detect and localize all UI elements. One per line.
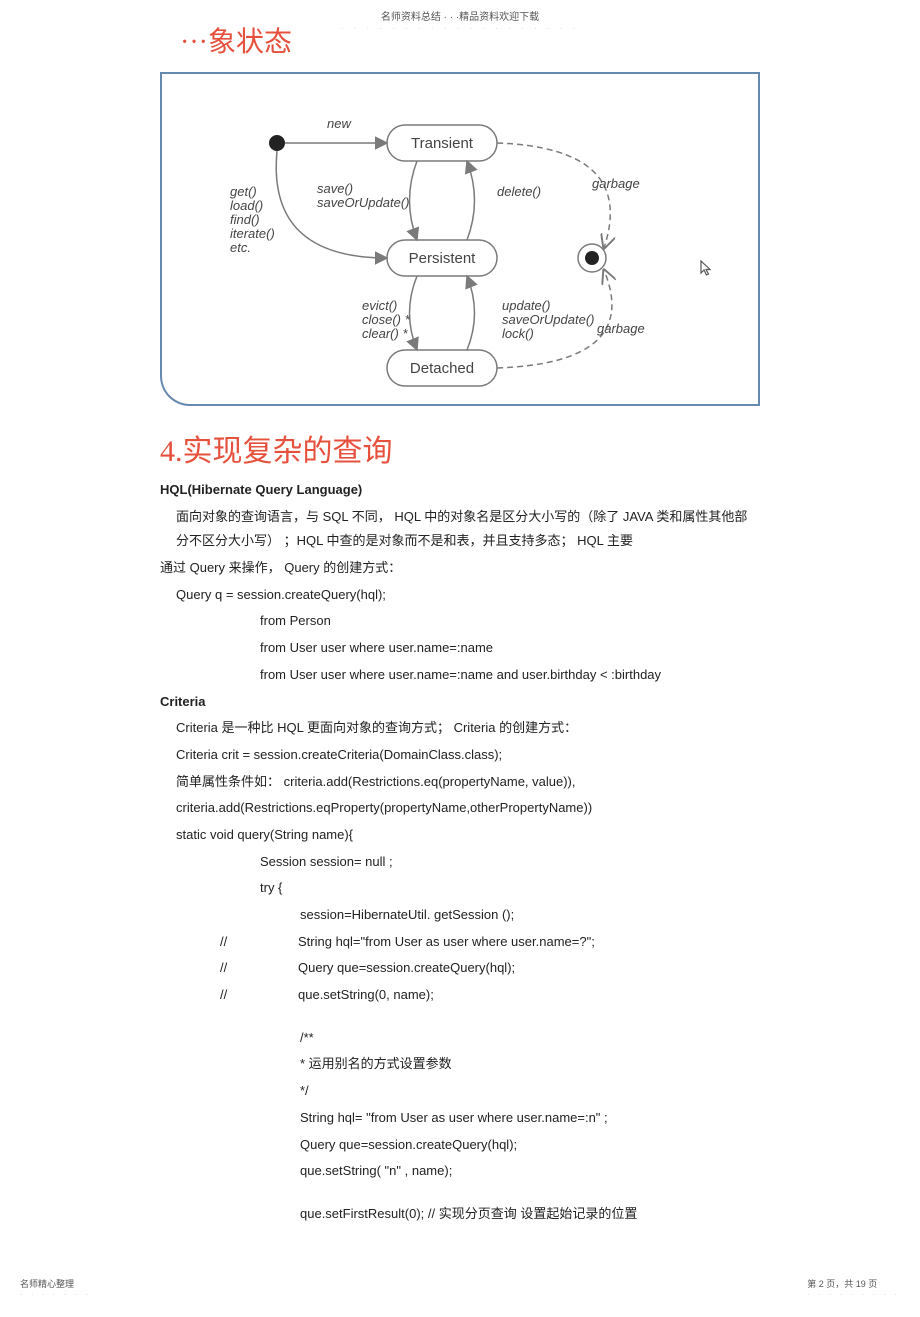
svg-text:Persistent: Persistent [409, 250, 477, 267]
hql-code3: from User user where user.name=:name [160, 636, 760, 661]
svg-text:Detached: Detached [410, 360, 474, 377]
code-l5: //String hql="from User as user where us… [160, 930, 760, 955]
code-l14: que.setFirstResult(0); // 实现分页查询 设置起始记录的… [160, 1202, 760, 1227]
footer-right-dots: · · · · · · · · · [807, 1290, 900, 1299]
cursor-icon [700, 260, 714, 279]
code-l3: try { [160, 876, 760, 901]
footer-left-dots: · · · · · · · [20, 1290, 91, 1299]
footer-left: 名师精心整理 · · · · · · · [20, 1277, 91, 1299]
hql-heading: HQL(Hibernate Query Language) [160, 478, 760, 503]
hql-code4: from User user where user.name=:name and… [160, 663, 760, 688]
footer-right-text: 第 2 页，共 19 页 [807, 1279, 877, 1289]
svg-text:Transient: Transient [411, 135, 474, 152]
svg-text:save(): save() [317, 181, 353, 196]
svg-text:load(): load() [230, 198, 263, 213]
diagram-top-rule [162, 72, 758, 74]
header-dots: · · · · · · · · · · · · · · · · · · · [341, 24, 580, 33]
hql-para1: 面向对象的查询语言，与 SQL 不同， HQL 中的对象名是区分大小写的（除了 … [160, 505, 760, 554]
crit-p2: Criteria crit = session.createCriteria(D… [160, 743, 760, 768]
svg-text:iterate(): iterate() [230, 226, 275, 241]
code-l13: que.setString( "n" , name); [160, 1159, 760, 1184]
section-heading: 4.实现复杂的查询 [160, 426, 760, 470]
code-l2: Session session= null ; [160, 850, 760, 875]
crit-p4: criteria.add(Restrictions.eqProperty(pro… [160, 796, 760, 821]
svg-text:garbage: garbage [592, 176, 640, 191]
code-l7: //que.setString(0, name); [160, 983, 760, 1008]
top-header: 名师资料总结 · · ·精品资料欢迎下载 · · · · · · · · · ·… [0, 0, 920, 42]
code-l7a: // [220, 983, 298, 1008]
svg-text:lock(): lock() [502, 326, 534, 341]
diagram-svg: TransientPersistentDetachednewsave()save… [182, 88, 722, 388]
svg-text:delete(): delete() [497, 184, 541, 199]
footer-right: 第 2 页，共 19 页 · · · · · · · · · [807, 1277, 900, 1299]
criteria-heading: Criteria [160, 690, 760, 715]
code-l4: session=HibernateUtil. getSession (); [160, 903, 760, 928]
svg-text:new: new [327, 116, 352, 131]
content: HQL(Hibernate Query Language) 面向对象的查询语言，… [160, 478, 760, 1227]
code-l6: //Query que=session.createQuery(hql); [160, 956, 760, 981]
code-l12: Query que=session.createQuery(hql); [160, 1133, 760, 1158]
code-l9: * 运用别名的方式设置参数 [160, 1052, 760, 1077]
partial-title: ···象状态 [180, 20, 292, 60]
svg-text:garbage: garbage [597, 321, 645, 336]
crit-p1: Criteria 是一种比 HQL 更面向对象的查询方式； Criteria 的… [160, 716, 760, 741]
svg-text:saveOrUpdate(): saveOrUpdate() [502, 312, 594, 327]
code-l6a: // [220, 956, 298, 981]
code-l1: static void query(String name){ [160, 823, 760, 848]
svg-text:update(): update() [502, 298, 550, 313]
svg-text:get(): get() [230, 184, 257, 199]
svg-text:find(): find() [230, 212, 260, 227]
top-header-text: 名师资料总结 · · ·精品资料欢迎下载 [381, 12, 539, 23]
code-l5b: String hql="from User as user where user… [298, 934, 595, 949]
state-diagram: TransientPersistentDetachednewsave()save… [160, 72, 760, 406]
svg-text:saveOrUpdate(): saveOrUpdate() [317, 195, 409, 210]
code-l11: String hql= "from User as user where use… [160, 1106, 760, 1131]
svg-text:clear() *: clear() * [362, 326, 408, 341]
code-l6b: Query que=session.createQuery(hql); [298, 960, 515, 975]
hql-para2: 通过 Query 来操作， Query 的创建方式： [160, 556, 760, 581]
code-l8: /** [160, 1026, 760, 1051]
hql-code1: Query q = session.createQuery(hql); [160, 583, 760, 608]
crit-p3: 简单属性条件如： criteria.add(Restrictions.eq(pr… [160, 770, 760, 795]
footer-left-text: 名师精心整理 [20, 1279, 74, 1289]
svg-text:etc.: etc. [230, 240, 251, 255]
svg-text:evict(): evict() [362, 298, 397, 313]
code-l7b: que.setString(0, name); [298, 987, 434, 1002]
code-l5a: // [220, 930, 298, 955]
svg-text:close() *: close() * [362, 312, 411, 327]
code-l10: */ [160, 1079, 760, 1104]
hql-code2: from Person [160, 609, 760, 634]
